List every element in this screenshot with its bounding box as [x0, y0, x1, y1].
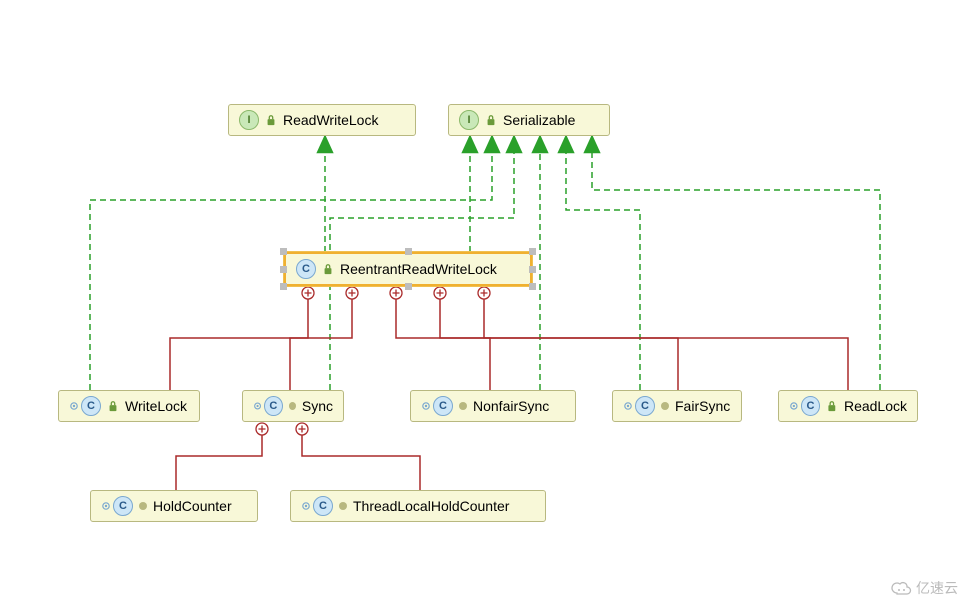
node-reentrant[interactable]: C ReentrantReadWriteLock — [284, 252, 532, 286]
node-nonfairSync[interactable]: C NonfairSync — [410, 390, 576, 422]
edge-implements — [566, 136, 640, 390]
node-label: Serializable — [503, 112, 575, 128]
node-label: ThreadLocalHoldCounter — [353, 498, 509, 514]
node-fairSync[interactable]: C FairSync — [612, 390, 742, 422]
type-badge-icon: C — [635, 396, 655, 416]
edge-nested — [176, 429, 262, 490]
node-holdCounter[interactable]: C HoldCounter — [90, 490, 258, 522]
node-label: HoldCounter — [153, 498, 232, 514]
node-tlHoldCounter[interactable]: C ThreadLocalHoldCounter — [290, 490, 546, 522]
type-badge-icon: C — [264, 396, 282, 416]
edge-nested — [290, 293, 352, 390]
selection-handle[interactable] — [280, 283, 287, 290]
type-badge-icon: C — [81, 396, 101, 416]
node-label: WriteLock — [125, 398, 187, 414]
type-badge-icon: I — [239, 110, 259, 130]
node-writeLock[interactable]: C WriteLock — [58, 390, 200, 422]
node-readWriteLock[interactable]: I ReadWriteLock — [228, 104, 416, 136]
node-label: ReadLock — [844, 398, 907, 414]
type-badge-icon: C — [433, 396, 453, 416]
node-label: NonfairSync — [473, 398, 549, 414]
edge-nested — [440, 293, 678, 390]
type-badge-icon: C — [313, 496, 333, 516]
type-badge-icon: C — [801, 396, 821, 416]
selection-handle[interactable] — [529, 248, 536, 255]
edge-nested — [484, 293, 848, 390]
edge-nested — [396, 293, 490, 390]
edge-nested — [302, 429, 420, 490]
watermark: 亿速云 — [890, 578, 958, 598]
selection-handle[interactable] — [529, 266, 536, 273]
node-label: ReadWriteLock — [283, 112, 378, 128]
node-sync[interactable]: C Sync — [242, 390, 344, 422]
node-label: Sync — [302, 398, 333, 414]
node-label: ReentrantReadWriteLock — [340, 261, 497, 277]
edge-nested — [170, 293, 308, 390]
edge-implements — [592, 136, 880, 390]
node-serializable[interactable]: I Serializable — [448, 104, 610, 136]
selection-handle[interactable] — [280, 248, 287, 255]
type-badge-icon: C — [113, 496, 133, 516]
type-badge-icon: C — [296, 259, 316, 279]
watermark-text: 亿速云 — [916, 578, 958, 598]
selection-handle[interactable] — [405, 283, 412, 290]
node-label: FairSync — [675, 398, 730, 414]
selection-handle[interactable] — [280, 266, 287, 273]
type-badge-icon: I — [459, 110, 479, 130]
node-readLock[interactable]: C ReadLock — [778, 390, 918, 422]
selection-handle[interactable] — [529, 283, 536, 290]
selection-handle[interactable] — [405, 248, 412, 255]
